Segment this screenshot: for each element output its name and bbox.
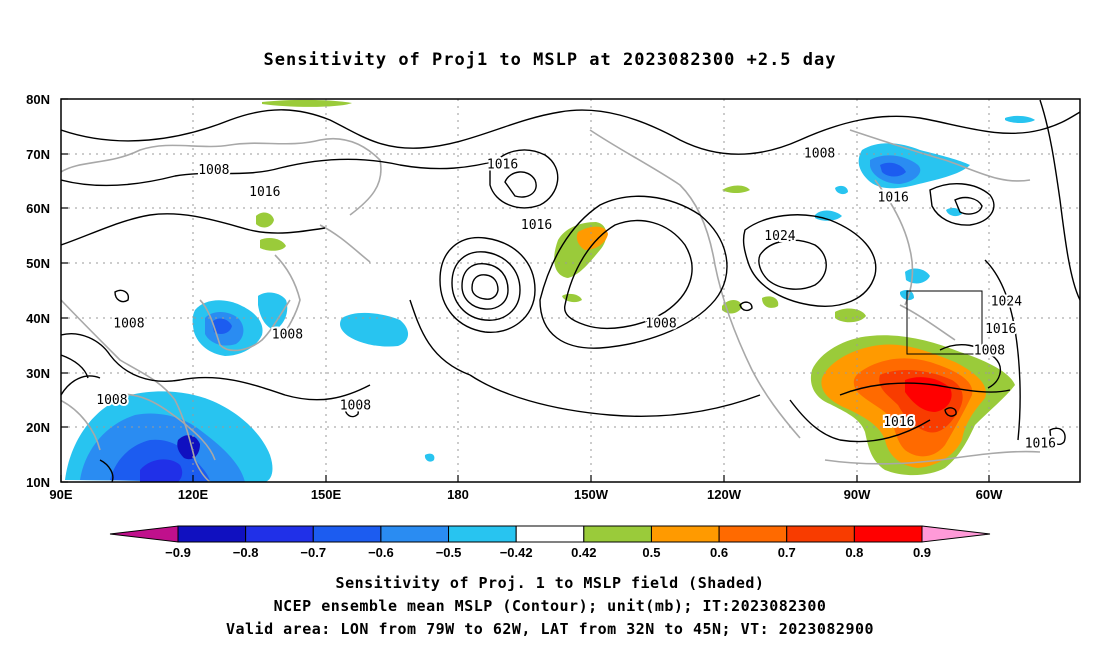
contour-label: 1016 [521,218,552,233]
lon-label-150w: 150W [574,487,609,502]
contour-labels: 1008 1016 1016 1008 1016 1016 1024 1008 1008 1008… [94,145,1058,454]
valid-area-box [906,290,983,355]
contour-label: 1024 [991,294,1022,309]
colorbar-cell [312,525,382,543]
lat-label-20n: 20N [26,420,50,435]
colorbar-cell [515,525,585,543]
lon-label-150e: 150E [311,487,342,502]
colorbar-label: −0.9 [165,545,191,560]
contour-label: 1008 [96,393,127,408]
contour-label: 1024 [764,229,795,244]
lon-label-90w: 90W [844,487,871,502]
colorbar-cell [245,525,314,543]
contour-label: 1008 [198,163,229,178]
colorbar-cell [583,525,652,543]
lat-label-60n: 60N [26,201,50,216]
colorbar-label: 0.7 [778,545,796,560]
lat-label-10n: 10N [26,475,50,490]
contour-label: 1008 [974,344,1005,359]
colorbar-high-end [921,525,991,543]
contour-label: 1016 [878,190,909,205]
colorbar-label: 0.9 [913,545,931,560]
colorbar-label: 0.6 [710,545,728,560]
colorbar-cells [177,525,923,543]
colorbar-cell [718,525,788,543]
lat-lon-grid [61,99,1080,482]
colorbar: −0.9 −0.8 −0.7 −0.6 −0.5 −0.42 0.42 0.5 0.6 0.7 0.… [109,525,991,560]
colorbar-label: −0.8 [233,545,259,560]
lon-label-60w: 60W [976,487,1003,502]
colorbar-cell [650,525,720,543]
colorbar-label: −0.7 [300,545,326,560]
colorbar-label: −0.42 [500,545,533,560]
colorbar-label: 0.42 [571,545,596,560]
contour-label: 1008 [272,327,303,342]
colorbar-label: −0.6 [368,545,394,560]
caption-line-2: NCEP ensemble mean MSLP (Contour); unit(… [273,597,827,615]
contour-label: 1016 [1025,437,1056,452]
colorbar-cell [177,525,247,543]
colorbar-labels: −0.9 −0.8 −0.7 −0.6 −0.5 −0.42 0.42 0.5 0.6 0.7 0.… [165,545,931,560]
colorbar-cell [853,525,923,543]
contour-label: 1016 [985,322,1016,337]
colorbar-label: 0.5 [642,545,660,560]
colorbar-cell [448,525,517,543]
contour-label: 1016 [249,185,280,200]
mslp-contours [61,99,1080,482]
contour-label: 1016 [883,415,914,430]
longitude-labels: 90E 120E 150E 180 150W 120W 90W 60W [49,487,1003,502]
caption-line-3: Valid area: LON from 79W to 62W, LAT fro… [225,620,875,638]
contour-label: 1016 [487,158,518,173]
contour-label: 1008 [804,147,835,162]
colorbar-label: −0.5 [436,545,462,560]
map-frame [60,98,1081,483]
plot-title: Sensitivity of Proj1 to MSLP at 20230823… [263,50,837,70]
axis-ticks [60,98,990,483]
lon-label-90e: 90E [49,487,72,502]
lat-label-50n: 50N [26,256,50,271]
caption-line-1: Sensitivity of Proj. 1 to MSLP field (Sh… [335,574,765,592]
colorbar-cell [380,525,450,543]
lat-label-40n: 40N [26,311,50,326]
lat-label-80n: 80N [26,92,50,107]
lon-label-180: 180 [447,487,469,502]
colorbar-low-end [109,525,179,543]
coastlines [61,129,1041,482]
colorbar-cell [786,525,855,543]
contour-label: 1008 [113,316,144,331]
colorbar-label: 0.8 [845,545,863,560]
positive-sensitivity-shading [256,99,1015,476]
latitude-labels: 80N 70N 60N 50N 40N 30N 20N 10N [26,92,50,490]
contour-label: 1008 [340,398,371,413]
lon-label-120e: 120E [178,487,209,502]
lon-label-120w: 120W [707,487,742,502]
contour-label: 1008 [645,316,676,331]
lat-label-70n: 70N [26,147,50,162]
lat-label-30n: 30N [26,366,50,381]
negative-sensitivity-shading [65,115,1035,482]
